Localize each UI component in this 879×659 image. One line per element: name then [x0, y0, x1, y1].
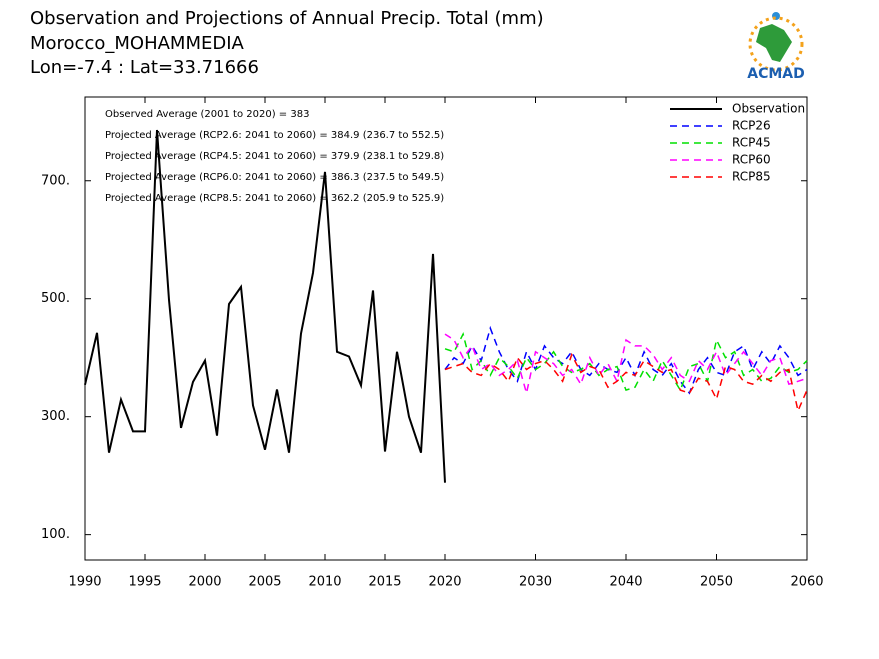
annotation: Projected Average (RCP8.5: 2041 to 2060)… [105, 193, 444, 204]
x-tick-label: 2000 [188, 575, 221, 590]
legend-label: RCP85 [732, 170, 771, 184]
x-tick-label: 1990 [68, 575, 101, 590]
annotation: Projected Average (RCP4.5: 2041 to 2060)… [105, 151, 444, 162]
series-line [444, 352, 808, 414]
chart-subtitle: Morocco_MOHAMMEDIA [30, 33, 245, 54]
series-line [444, 331, 808, 392]
annotation: Observed Average (2001 to 2020) = 383 [105, 109, 309, 120]
x-tick-label: 2020 [428, 575, 461, 590]
y-tick-label: 100. [41, 527, 70, 542]
legend-label: RCP60 [732, 153, 771, 167]
chart-location: Lon=-7.4 : Lat=33.71666 [30, 57, 259, 78]
logo-text: ACMAD [747, 66, 805, 82]
y-tick-label: 300. [41, 409, 70, 424]
x-tick-label: 2030 [519, 575, 552, 590]
x-tick-label: 2015 [368, 575, 401, 590]
legend-label: RCP45 [732, 136, 771, 150]
x-tick-label: 2050 [700, 575, 733, 590]
logo: ACMAD [747, 12, 805, 82]
x-tick-label: 2060 [790, 575, 823, 590]
x-tick-label: 2005 [248, 575, 281, 590]
series-line [444, 333, 808, 394]
x-tick-label: 1995 [128, 575, 161, 590]
logo-map [756, 24, 792, 62]
chart-title: Observation and Projections of Annual Pr… [30, 8, 544, 29]
annotation: Projected Average (RCP6.0: 2041 to 2060)… [105, 172, 444, 183]
plot-frame [84, 96, 808, 561]
logo-ring [748, 16, 804, 72]
y-tick-label: 500. [41, 291, 70, 306]
annotation: Projected Average (RCP2.6: 2041 to 2060)… [105, 130, 444, 141]
y-tick-label: 700. [41, 173, 70, 188]
x-tick-label: 2010 [308, 575, 341, 590]
x-tick-label: 2040 [609, 575, 642, 590]
series-line [84, 129, 446, 483]
legend-label: RCP26 [732, 119, 771, 133]
legend-label: Observation [732, 102, 805, 116]
